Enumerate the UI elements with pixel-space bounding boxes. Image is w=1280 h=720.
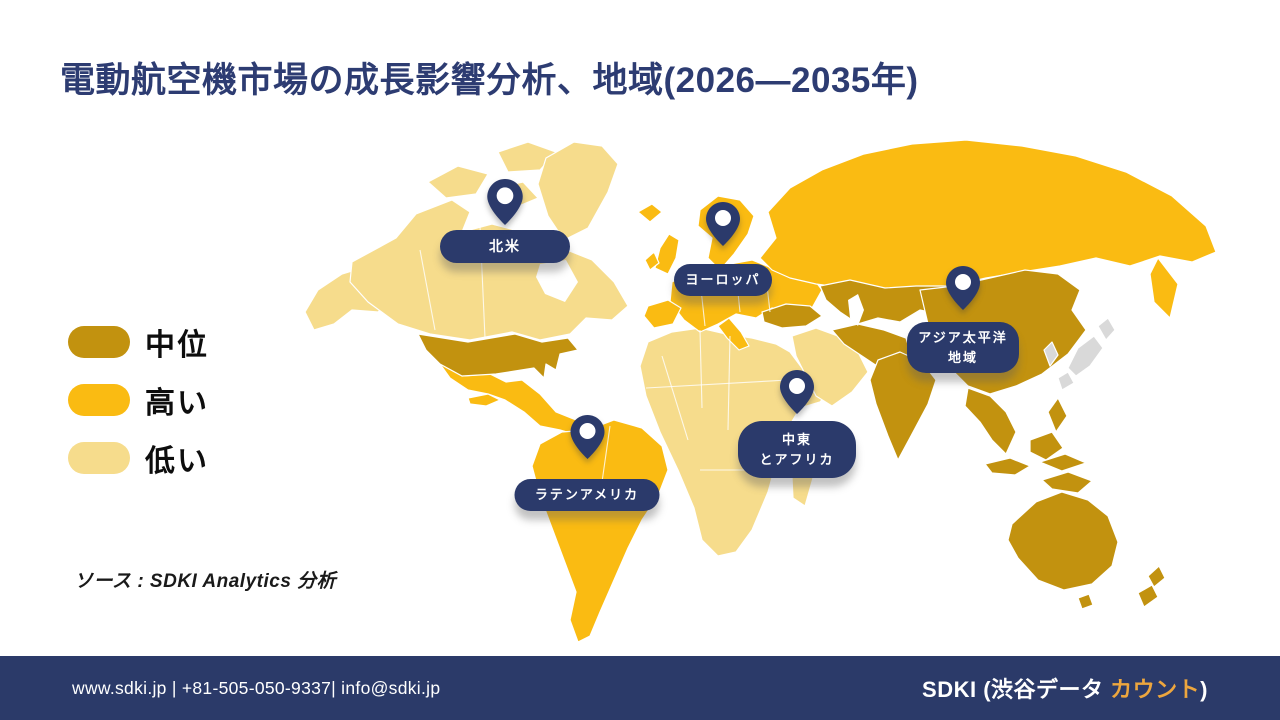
hudson-bay-shape: [536, 260, 578, 302]
region-marker-north-america[interactable]: 北米: [440, 178, 570, 263]
ireland-shape: [644, 251, 660, 271]
region-label-asia-pacific: アジア太平洋 地域: [907, 322, 1019, 373]
australia-shape: [1007, 491, 1119, 591]
region-marker-latin-america[interactable]: ラテンアメリカ: [514, 414, 660, 511]
location-pin-icon: [780, 370, 814, 414]
map-no-data-areas: [1043, 317, 1116, 391]
footer-brand-prefix: SDKI (渋谷データ: [922, 677, 1111, 702]
uk-shape: [654, 233, 680, 275]
japan-shape: [1057, 371, 1075, 391]
legend-label-high: 高い: [145, 387, 209, 420]
location-pin-icon: [570, 415, 604, 459]
legend-item-medium: 中位: [68, 320, 209, 364]
legend-swatch-low: [68, 442, 130, 474]
map-water-cutouts: [536, 260, 864, 326]
iceland-shape: [637, 203, 663, 223]
footer-brand-highlight: カウント: [1110, 677, 1201, 702]
region-marker-europe[interactable]: ヨーロッパ: [674, 201, 772, 296]
southeast-asia-shape: [964, 387, 1017, 455]
location-pin-icon: [946, 266, 980, 310]
legend-swatch-medium: [68, 326, 130, 358]
footer-bar: www.sdki.jp | +81-505-050-9337| info@sdk…: [0, 656, 1280, 720]
region-label-latin-america: ラテンアメリカ: [514, 479, 660, 511]
usa-shape: [417, 333, 579, 379]
indonesia-shape: [984, 457, 1031, 476]
borneo-shape: [1029, 431, 1064, 461]
new-zealand-shape: [1137, 584, 1159, 608]
indonesia-shape: [1039, 453, 1087, 472]
region-label-middle-east-africa: 中東 とアフリカ: [738, 421, 856, 478]
italy-shape: [717, 317, 750, 351]
location-pin-icon: [487, 179, 523, 225]
legend-item-low: 低い: [68, 436, 209, 480]
greenland-shape: [537, 141, 619, 241]
page-title: 電動航空機市場の成長影響分析、地域(2026—2035年): [60, 61, 919, 100]
new-guinea-shape: [1041, 471, 1093, 494]
iberia-shape: [643, 299, 682, 329]
philippines-shape: [1047, 397, 1068, 433]
map-high-growth-areas: [439, 139, 1217, 643]
map-legend: 中位 高い 低い: [68, 320, 209, 480]
legend-swatch-high: [68, 384, 130, 416]
region-marker-middle-east-africa[interactable]: 中東 とアフリカ: [738, 369, 856, 478]
kamchatka-shape: [1149, 257, 1179, 319]
legend-label-medium: 中位: [145, 329, 209, 362]
region-marker-asia-pacific[interactable]: アジア太平洋 地域: [907, 265, 1019, 373]
japan-shape: [1067, 335, 1104, 377]
region-label-europe: ヨーロッパ: [674, 264, 772, 296]
new-zealand-shape: [1147, 565, 1166, 588]
south-america-shape: [531, 419, 669, 643]
arctic-island-shape: [427, 165, 489, 199]
footer-brand-suffix: ): [1200, 677, 1208, 702]
tasmania-shape: [1077, 593, 1094, 610]
turkey-shape: [761, 303, 823, 329]
legend-label-low: 低い: [145, 445, 209, 478]
cuba-shape: [467, 393, 501, 407]
footer-contact: www.sdki.jp | +81-505-050-9337| info@sdk…: [72, 677, 441, 698]
legend-item-high: 高い: [68, 378, 209, 422]
region-label-north-america: 北米: [440, 230, 570, 263]
source-note: ソース : SDKI Analytics 分析: [74, 571, 337, 592]
caspian-sea-shape: [848, 294, 864, 326]
footer-brand: SDKI (渋谷データ カウント): [922, 672, 1208, 704]
canada-shape: [349, 199, 629, 341]
location-pin-icon: [706, 202, 740, 246]
korea-shape: [1043, 341, 1059, 367]
japan-shape: [1097, 317, 1116, 341]
